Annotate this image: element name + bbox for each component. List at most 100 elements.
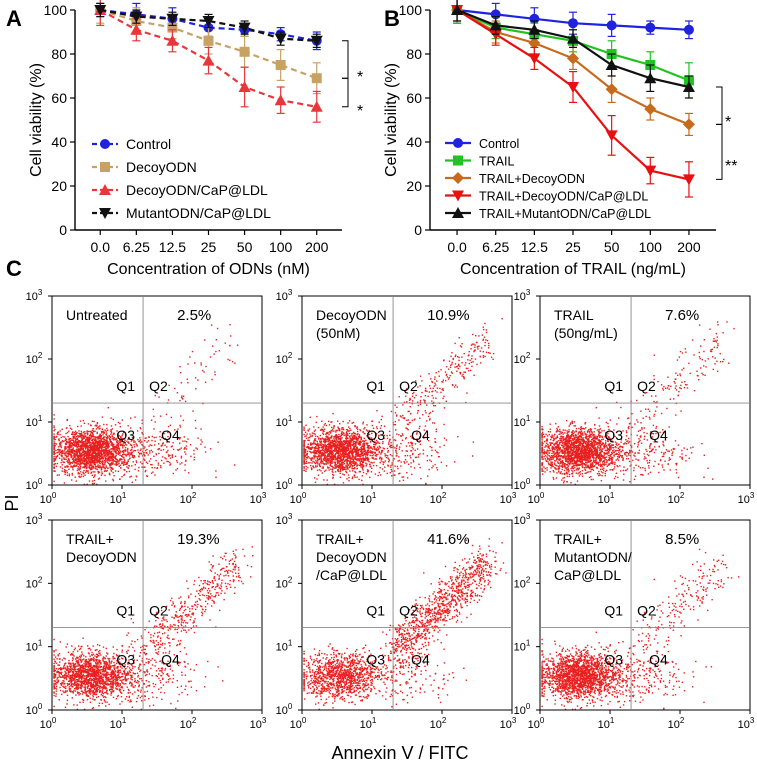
event-dot: [112, 433, 114, 435]
event-dot: [134, 456, 136, 458]
event-dot: [117, 442, 119, 445]
event-dot: [90, 460, 93, 462]
event-dot: [213, 353, 215, 355]
event-dot: [119, 478, 121, 480]
event-dot: [131, 454, 133, 456]
event-dot: [360, 454, 363, 456]
event-dot: [101, 471, 103, 473]
event-dot: [420, 477, 422, 480]
event-dot: [303, 449, 305, 451]
x-tick-label: 12.5: [159, 239, 186, 255]
event-dot: [324, 442, 326, 444]
event-dot: [166, 446, 168, 448]
event-dot: [82, 431, 85, 433]
event-dot: [86, 443, 88, 445]
event-dot: [53, 456, 55, 458]
event-dot: [319, 441, 321, 443]
event-dot: [78, 430, 80, 432]
event-dot: [187, 472, 190, 474]
data-point: [644, 165, 657, 177]
event-dot: [70, 440, 72, 442]
event-dot: [98, 459, 100, 461]
event-dot: [364, 454, 366, 456]
event-dot: [75, 461, 77, 464]
event-dot: [106, 457, 109, 459]
event-dot: [102, 437, 105, 439]
event-dot: [100, 435, 102, 438]
event-dot: [131, 439, 133, 442]
event-dot: [143, 447, 145, 450]
event-dot: [101, 461, 103, 463]
event-dot: [77, 466, 79, 468]
event-dot: [63, 450, 66, 452]
event-dot: [179, 366, 181, 368]
event-dot: [79, 452, 81, 455]
event-dot: [323, 459, 325, 461]
event-dot: [76, 465, 78, 467]
event-dot: [53, 440, 55, 442]
event-dot: [185, 441, 188, 443]
event-dot: [365, 429, 368, 431]
event-dot: [144, 446, 146, 448]
event-dot: [113, 460, 115, 462]
event-dot: [200, 362, 202, 364]
event-dot: [356, 449, 358, 452]
event-dot: [320, 452, 322, 454]
event-dot: [309, 433, 311, 435]
event-dot: [59, 430, 61, 432]
event-dot: [120, 437, 122, 439]
event-dot: [398, 459, 401, 462]
event-dot: [59, 433, 61, 436]
event-dot: [359, 464, 362, 466]
event-dot: [148, 460, 151, 462]
event-dot: [85, 443, 87, 446]
event-dot: [372, 454, 375, 456]
event-dot: [78, 459, 80, 461]
event-dot: [92, 435, 94, 438]
event-dot: [53, 480, 55, 483]
event-dot: [303, 454, 305, 457]
event-dot: [386, 447, 389, 450]
event-dot: [316, 415, 318, 418]
event-dot: [108, 458, 110, 461]
event-dot: [128, 442, 130, 444]
event-dot: [450, 371, 453, 373]
event-dot: [305, 465, 307, 468]
sample-label: (50nM): [316, 325, 360, 341]
event-dot: [568, 457, 571, 459]
x-tick-label: 103: [250, 491, 267, 506]
event-dot: [403, 417, 406, 419]
event-dot: [415, 394, 417, 397]
event-dot: [75, 452, 78, 454]
event-dot: [311, 457, 313, 460]
event-dot: [407, 442, 410, 444]
event-dot: [353, 451, 356, 453]
event-dot: [163, 432, 165, 435]
event-dot: [156, 467, 158, 470]
event-dot: [70, 466, 72, 468]
event-dot: [69, 453, 71, 456]
event-dot: [376, 449, 378, 452]
event-dot: [87, 440, 89, 443]
event-dot: [119, 440, 122, 442]
event-dot: [124, 450, 126, 452]
event-dot: [425, 412, 427, 414]
event-dot: [471, 365, 473, 368]
event-dot: [484, 355, 486, 358]
event-dot: [143, 458, 145, 460]
event-dot: [339, 430, 341, 432]
data-point: [605, 59, 618, 70]
event-dot: [124, 459, 126, 461]
event-dot: [101, 463, 104, 465]
event-dot: [91, 435, 94, 438]
event-dot: [79, 445, 81, 448]
event-dot: [356, 433, 358, 435]
event-dot: [122, 450, 124, 452]
x-tick-label: 50: [604, 239, 620, 255]
event-dot: [124, 442, 126, 444]
event-dot: [362, 443, 364, 445]
event-dot: [360, 441, 362, 443]
event-dot: [140, 441, 143, 443]
event-dot: [348, 480, 350, 482]
event-dot: [338, 454, 341, 456]
